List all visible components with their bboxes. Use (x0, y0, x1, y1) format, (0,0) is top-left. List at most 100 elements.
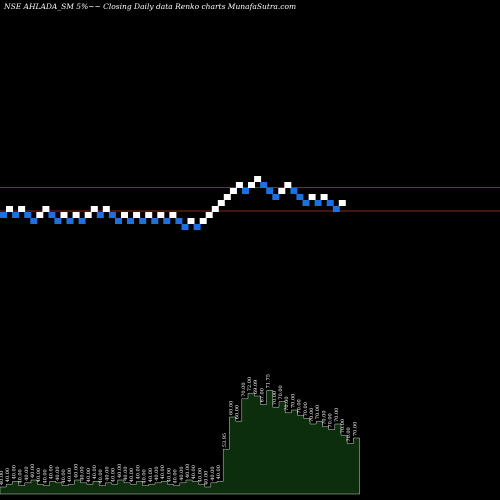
renko-brick-up (229, 188, 237, 194)
volume-label: 70.00 (241, 382, 247, 396)
volume-label: 70.00 (303, 402, 309, 416)
renko-brick-down (54, 218, 62, 224)
volume-label: 60.00 (235, 405, 241, 419)
volume-label: 69.09 (253, 380, 259, 394)
volume-label: 40.00 (148, 468, 154, 482)
renko-brick-up (90, 206, 98, 212)
renko-brick-down (24, 212, 32, 218)
volume-label: 67.00 (259, 388, 265, 402)
volume-label: 40.00 (86, 468, 92, 482)
volume-label: 70.00 (328, 413, 334, 427)
renko-brick-up (133, 212, 141, 218)
volume-label: 70.00 (346, 427, 352, 441)
renko-brick-down (139, 218, 147, 224)
volume-label: 70.00 (334, 408, 340, 422)
renko-brick-up (308, 194, 316, 200)
renko-brick-up (6, 206, 13, 212)
renko-brick-up (18, 206, 26, 212)
renko-brick-down (66, 218, 74, 224)
volume-label: 40.00 (197, 468, 203, 482)
renko-brick-up (211, 206, 219, 212)
renko-brick-down (266, 188, 274, 194)
volume-label: 70.00 (321, 410, 327, 424)
renko-brick-down (272, 194, 280, 200)
renko-brick-down (108, 212, 116, 218)
volume-label: 70.00 (315, 405, 321, 419)
volume-label: 40.00 (98, 469, 104, 483)
renko-brick-down (314, 200, 322, 206)
renko-brick-up (60, 212, 68, 218)
volume-label: 40.00 (0, 471, 5, 485)
volume-label: 40.00 (24, 466, 30, 480)
volume-label: 40.00 (67, 468, 73, 482)
renko-brick-down (48, 212, 56, 218)
renko-brick-down (260, 182, 268, 188)
renko-brick-down (127, 218, 134, 224)
chart-title: NSE AHLADA_SM 5%~~ Closing Daily data Re… (3, 2, 296, 11)
volume-label: 40.00 (49, 465, 55, 479)
volume-label: 72.00 (247, 377, 253, 391)
volume-label: 40.00 (111, 468, 117, 482)
renko-brick-down (78, 218, 86, 224)
volume-area (0, 390, 360, 495)
renko-brick-down (30, 218, 38, 224)
renko-brick-down (96, 212, 104, 218)
volume-label: 70.00 (284, 396, 290, 410)
renko-brick-down (175, 218, 183, 224)
renko-bricks (0, 176, 346, 230)
renko-brick-down (151, 218, 159, 224)
volume-label: 70.00 (340, 419, 346, 433)
renko-brick-up (121, 212, 128, 218)
volume-label: 70.00 (290, 394, 296, 408)
renko-brick-up (248, 182, 255, 188)
renko-brick-down (302, 200, 310, 206)
renko-brick-up (187, 218, 195, 224)
volume-label: 40.00 (142, 469, 148, 483)
volume-label: 71.75 (266, 374, 272, 388)
volume-label: 60.00 (228, 401, 234, 415)
renko-brick-up (36, 212, 44, 218)
volume-label: 40.00 (179, 466, 185, 480)
volume-label: 40.00 (36, 468, 42, 482)
volume-label: 40.00 (18, 469, 24, 483)
volume-label: 40.00 (123, 466, 129, 480)
renko-brick-down (332, 206, 340, 212)
volume-label: 70.00 (309, 408, 315, 422)
renko-brick-down (296, 194, 304, 200)
renko-brick-down (290, 188, 298, 194)
renko-brick-up (338, 200, 346, 206)
volume-label: 53.95 (222, 433, 228, 447)
renko-brick-down (115, 218, 122, 224)
volume-label: 70.00 (352, 422, 358, 436)
renko-brick-down (181, 224, 189, 230)
renko-brick-down (12, 212, 20, 218)
volume-label: 70.00 (272, 391, 278, 405)
renko-brick-up (223, 194, 231, 200)
renko-brick-up (72, 212, 80, 218)
renko-brick-up (254, 176, 262, 182)
volume-labels: 40.00 40.00 40.00 40.00 40.00 40.00 40.00 40.00… (0, 374, 358, 485)
renko-brick-down (0, 212, 7, 218)
renko-brick-up (157, 212, 165, 218)
volume-label: 40.00 (80, 466, 86, 480)
renko-brick-up (217, 200, 225, 206)
volume-label: 40.00 (92, 465, 98, 479)
volume-label: 40.00 (204, 471, 210, 485)
renko-brick-up (278, 188, 286, 194)
volume-label: 40.00 (5, 468, 11, 482)
volume-label: 40.00 (73, 464, 79, 478)
renko-brick-up (320, 194, 328, 200)
renko-brick-up (205, 212, 213, 218)
renko-brick-down (163, 218, 171, 224)
volume-label: 40.00 (11, 465, 17, 479)
renko-brick-up (235, 182, 243, 188)
renko-brick-down (193, 224, 201, 230)
volume-label: 40.00 (160, 465, 166, 479)
volume-label: 40.00 (166, 468, 172, 482)
volume-label: 40.00 (117, 464, 123, 478)
volume-label: 40.00 (55, 466, 61, 480)
volume-label: 40.00 (185, 464, 191, 478)
volume-label: 40.00 (191, 465, 197, 479)
volume-label: 40.00 (173, 469, 179, 483)
